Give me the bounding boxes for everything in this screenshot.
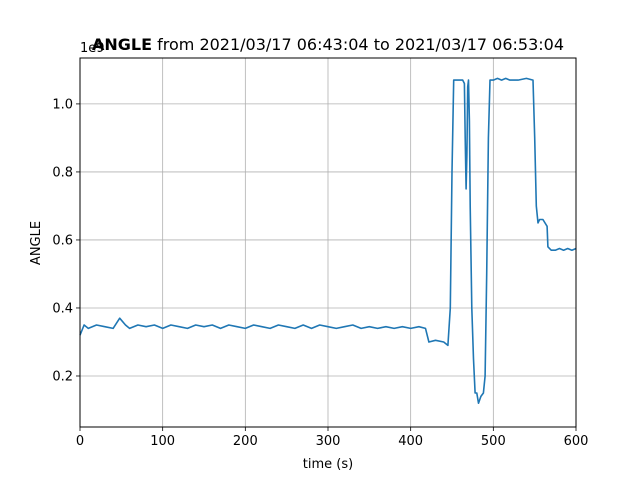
y-tick-label: 0.6 (52, 233, 73, 248)
offset-label: 1e9 (80, 41, 105, 56)
x-tick-label: 200 (233, 434, 258, 449)
x-tick-label: 0 (76, 434, 84, 449)
x-axis-ticks: 0 100 200 300 400 500 600 (76, 427, 589, 449)
series-layer (79, 77, 577, 404)
y-tick-label: 0.8 (52, 165, 73, 180)
chart-title-rest: from 2021/03/17 06:43:04 to 2021/03/17 0… (152, 35, 564, 54)
y-axis-ticks: 0.2 0.4 0.6 0.8 1.0 (52, 97, 80, 384)
x-tick-label: 600 (564, 434, 589, 449)
x-tick-label: 400 (398, 434, 423, 449)
y-axis-label: ANGLE (29, 221, 44, 265)
series-line (79, 77, 577, 404)
y-tick-label: 0.2 (52, 369, 73, 384)
grid (79, 58, 577, 427)
chart-title: ANGLE from 2021/03/17 06:43:04 to 2021/0… (92, 35, 564, 54)
y-tick-label: 0.4 (52, 301, 73, 316)
y-tick-label: 1.0 (52, 97, 73, 112)
x-tick-label: 300 (316, 434, 341, 449)
x-tick-label: 500 (481, 434, 506, 449)
chart-title-bold: ANGLE (92, 35, 152, 54)
x-axis-label: time (s) (303, 457, 353, 472)
x-tick-label: 100 (150, 434, 175, 449)
